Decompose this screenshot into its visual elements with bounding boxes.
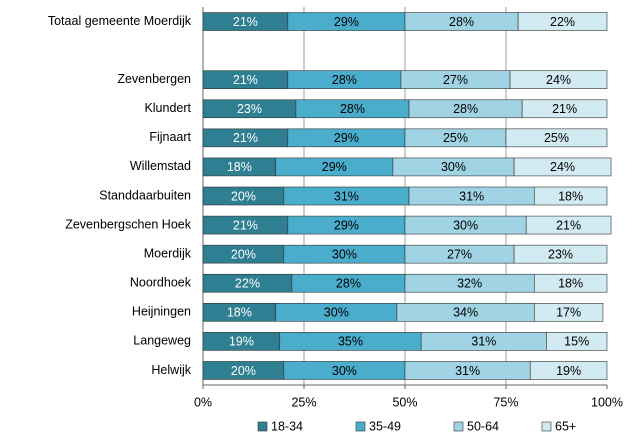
value-label: 18% — [558, 189, 583, 203]
value-label: 15% — [564, 335, 589, 349]
legend-swatch — [541, 421, 552, 432]
value-label: 22% — [235, 277, 260, 291]
value-label: 35% — [338, 335, 363, 349]
value-label: 30% — [453, 218, 478, 232]
value-label: 31% — [459, 189, 484, 203]
legend-swatch — [355, 421, 366, 432]
category-label: Langeweg — [133, 334, 191, 348]
value-label: 19% — [229, 335, 254, 349]
bar-segment — [533, 186, 608, 206]
value-label: 22% — [550, 15, 575, 29]
value-label: 18% — [227, 160, 252, 174]
value-label: 30% — [332, 247, 357, 261]
value-label: 28% — [336, 277, 361, 291]
value-label: 21% — [556, 218, 581, 232]
value-label: 24% — [546, 73, 571, 87]
bar-segment — [546, 332, 608, 351]
value-label: 21% — [233, 73, 258, 87]
value-label: 28% — [332, 73, 357, 87]
value-label: 18% — [558, 277, 583, 291]
category-label: Zevenbergen — [117, 72, 191, 86]
category-label: Noordhoek — [130, 276, 192, 290]
category-label: Fijnaart — [149, 130, 191, 144]
value-label: 31% — [334, 189, 359, 203]
value-label: 18% — [227, 306, 252, 320]
value-label: 29% — [322, 160, 347, 174]
x-tick-label: 0% — [194, 395, 212, 409]
value-label: 25% — [544, 131, 569, 145]
value-label: 23% — [548, 247, 573, 261]
value-label: 27% — [447, 247, 472, 261]
value-label: 29% — [334, 218, 359, 232]
category-label: Heijningen — [132, 305, 191, 319]
x-tick-label: 25% — [291, 395, 316, 409]
legend-label: 35-49 — [369, 419, 401, 433]
legend-label: 18-34 — [271, 419, 303, 433]
value-label: 20% — [231, 364, 256, 378]
value-label: 20% — [231, 247, 256, 261]
value-label: 30% — [324, 306, 349, 320]
category-label: Moerdijk — [144, 246, 192, 260]
category-label: Zevenbergschen Hoek — [65, 217, 192, 231]
legend-swatch — [257, 421, 268, 432]
category-label: Helwijk — [151, 363, 191, 377]
bar-segment — [533, 303, 604, 322]
value-label: 32% — [457, 277, 482, 291]
bar-segment — [509, 70, 608, 89]
bar-segment — [525, 215, 612, 235]
value-label: 34% — [453, 306, 478, 320]
value-label: 17% — [556, 306, 581, 320]
x-tick-label: 75% — [493, 395, 518, 409]
category-label: Standdaarbuiten — [99, 188, 191, 202]
value-label: 23% — [237, 102, 262, 116]
value-label: 27% — [443, 73, 468, 87]
value-label: 28% — [449, 15, 474, 29]
value-label: 30% — [332, 364, 357, 378]
category-label: Totaal gemeente Moerdijk — [48, 14, 192, 28]
value-label: 29% — [334, 131, 359, 145]
legend-swatch — [453, 421, 464, 432]
value-label: 30% — [441, 160, 466, 174]
value-label: 25% — [443, 131, 468, 145]
category-label: Willemstad — [130, 159, 191, 173]
bar-segment — [505, 128, 608, 148]
value-label: 21% — [552, 102, 577, 116]
value-label: 21% — [233, 131, 258, 145]
value-label: 29% — [334, 15, 359, 29]
x-tick-label: 100% — [591, 395, 623, 409]
value-label: 28% — [453, 102, 478, 116]
legend-label: 65+ — [555, 419, 576, 433]
value-label: 24% — [550, 160, 575, 174]
bar-segment — [529, 361, 608, 380]
value-label: 28% — [340, 102, 365, 116]
bar-segment — [513, 157, 612, 177]
bar-segment — [517, 12, 608, 31]
value-label: 31% — [455, 364, 480, 378]
value-label: 20% — [231, 189, 256, 203]
bar-segment — [521, 99, 608, 119]
bar-segment — [513, 244, 608, 264]
value-label: 21% — [233, 218, 258, 232]
value-label: 31% — [471, 335, 496, 349]
legend-label: 50-64 — [467, 419, 499, 433]
x-tick-label: 50% — [392, 395, 417, 409]
category-label: Klundert — [144, 101, 191, 115]
bar-segment — [533, 273, 608, 293]
value-label: 21% — [233, 15, 258, 29]
value-label: 19% — [556, 364, 581, 378]
